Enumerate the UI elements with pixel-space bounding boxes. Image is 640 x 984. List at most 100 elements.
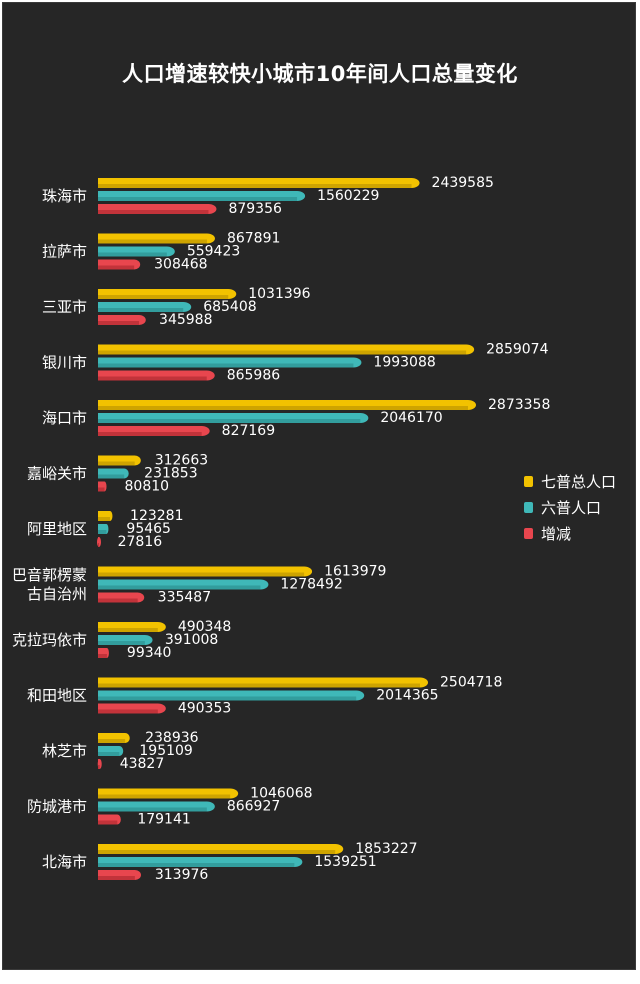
bar-shade (98, 739, 126, 743)
category-label: 海口市 (42, 409, 87, 427)
category-label: 巴音郭楞蒙 (12, 566, 87, 584)
bar (98, 733, 126, 743)
bar-shade (98, 295, 229, 299)
bar (98, 344, 467, 355)
value-label: 2014365 (376, 688, 438, 704)
bars-layer (97, 178, 476, 880)
bar (98, 579, 261, 590)
legend-swatch (524, 527, 533, 539)
bar-shade (98, 474, 125, 479)
bar-shade (98, 239, 207, 244)
value-label: 1993088 (373, 355, 435, 371)
bar-shade (98, 419, 361, 423)
value-label: 335487 (158, 590, 211, 606)
value-label: 312663 (155, 453, 208, 469)
bar-shade (98, 850, 336, 854)
bar-shade (98, 432, 202, 436)
bar (98, 357, 354, 368)
bar (98, 801, 207, 812)
bar (98, 690, 357, 701)
value-label: 99340 (127, 645, 172, 661)
bar (98, 426, 202, 436)
bar-shade (98, 376, 207, 381)
bar-shade (98, 709, 158, 714)
bar (98, 592, 138, 603)
bar-shade (98, 487, 105, 492)
value-label: 490348 (178, 619, 231, 635)
legend-label: 增减 (541, 524, 572, 543)
bar-shade (98, 628, 158, 632)
chart-title: 人口增速较快小城市10年间人口总量变化 (122, 62, 518, 86)
value-label: 231853 (144, 466, 197, 482)
value-label: 879356 (228, 201, 282, 217)
value-label: 2873358 (488, 397, 550, 413)
value-label: 1560229 (317, 188, 379, 204)
category-label: 防城港市 (27, 798, 87, 816)
bar (98, 289, 229, 299)
bar (98, 246, 167, 257)
category-label: 银川市 (42, 354, 87, 372)
bar-shade (98, 530, 107, 534)
bar-shade (98, 517, 111, 521)
bar-shade (98, 876, 135, 880)
bar-shade (98, 752, 120, 756)
value-label: 43827 (120, 756, 165, 772)
value-label: 27816 (118, 534, 163, 550)
bar (98, 746, 120, 756)
value-label: 1278492 (280, 577, 342, 593)
category-label: 珠海市 (42, 187, 87, 205)
value-label: 559423 (187, 244, 240, 260)
value-label: 685408 (203, 299, 256, 315)
bar-shade (98, 543, 99, 547)
bar (98, 635, 145, 645)
value-label: 1853227 (355, 841, 417, 857)
bar (98, 844, 336, 854)
bar-shade (98, 252, 167, 257)
labels-layer: 珠海市 2439585 1560229 879356 拉萨市 86789155942330… (12, 175, 550, 883)
bar-shade (98, 350, 467, 355)
legend-label: 七普总人口 (541, 472, 617, 491)
value-label: 238936 (145, 730, 199, 746)
value-label: 2859074 (486, 342, 548, 358)
value-label: 490353 (178, 701, 231, 717)
value-label: 2439585 (432, 175, 494, 191)
value-label: 195109 (139, 743, 192, 759)
legend: 七普总人口六普人口增减 (524, 468, 616, 546)
bar-shade (98, 683, 421, 688)
bar-shade (98, 210, 209, 214)
bar-shade (98, 585, 261, 590)
value-label: 867891 (227, 231, 280, 247)
bar (98, 566, 305, 577)
category-label: 林芝市 (42, 742, 87, 760)
value-label: 95465 (126, 521, 171, 537)
category-label: 三亚市 (42, 298, 87, 316)
bar (98, 370, 207, 381)
value-label: 179141 (137, 812, 190, 828)
bar (98, 233, 207, 244)
category-label: 古自治州 (27, 585, 87, 603)
value-label: 1613979 (324, 564, 386, 580)
bar-shade (98, 807, 207, 812)
bar-shade (98, 265, 135, 270)
legend-item: 七普总人口 (524, 468, 616, 494)
value-label: 345988 (159, 312, 212, 328)
value-label: 865986 (227, 368, 281, 384)
bar-shade (98, 654, 107, 658)
bar (98, 511, 111, 521)
bar (98, 468, 125, 479)
bar (98, 178, 412, 188)
value-label: 123281 (130, 508, 183, 524)
value-label: 80810 (125, 479, 170, 495)
bar-shade (98, 184, 412, 188)
category-label: 阿里地区 (27, 520, 87, 538)
value-label: 827169 (222, 423, 275, 439)
category-label: 拉萨市 (42, 243, 87, 261)
bar (98, 524, 107, 534)
value-label: 2046170 (380, 410, 442, 426)
category-label: 和田地区 (27, 687, 87, 705)
legend-item: 六普人口 (524, 494, 616, 520)
bar-shade (98, 321, 140, 325)
bar-shade (98, 363, 354, 368)
bar-shade (98, 406, 468, 410)
